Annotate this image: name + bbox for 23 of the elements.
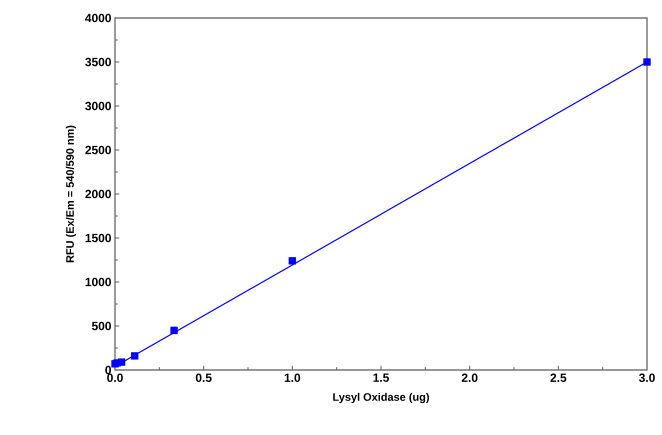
x-tick-label: 1.5	[373, 374, 389, 382]
y-tick-label: 2500	[85, 146, 111, 154]
y-tick-label: 500	[92, 322, 111, 330]
point	[643, 58, 651, 66]
point	[288, 257, 296, 265]
y-tick-label: 3000	[85, 102, 111, 110]
point	[131, 352, 138, 360]
y-tick-label: 0	[105, 366, 111, 374]
y-tick-label: 3500	[85, 58, 111, 66]
point	[118, 358, 126, 366]
x-tick-label: 2.5	[550, 374, 566, 382]
y-axis-title: RFU (Ex/Em = 540/590 nm)	[66, 126, 76, 262]
point	[170, 326, 178, 334]
y-tick-label: 2000	[85, 190, 111, 198]
y-tick-label: 1000	[86, 278, 111, 286]
x-tick-label: 0.0	[107, 374, 123, 382]
x-tick-label: 0.5	[196, 374, 212, 382]
x-axis-title: Lysyl Oxidase (ug)	[333, 392, 429, 404]
x-tick-label: 3.0	[638, 374, 655, 382]
y-tick-label: 1500	[86, 234, 111, 242]
x-tick-label: 2.0	[462, 374, 478, 382]
y-tick-label: 4000	[85, 14, 111, 22]
x-tick-label: 1.0	[284, 374, 300, 382]
